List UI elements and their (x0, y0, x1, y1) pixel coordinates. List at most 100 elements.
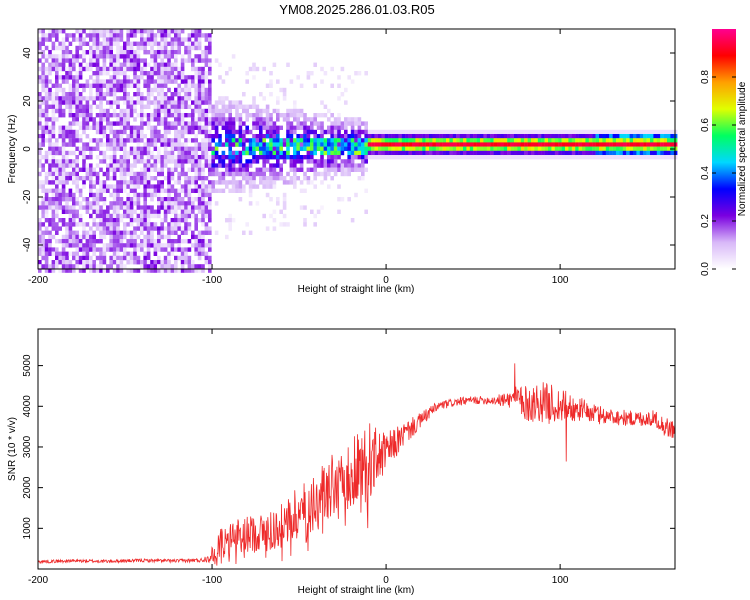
spectrogram-cell (72, 180, 76, 185)
spectrogram-cell (225, 108, 229, 114)
spectrogram-cell (48, 188, 52, 193)
spectrogram-cell (446, 134, 450, 139)
spectrogram-cell (286, 150, 290, 156)
spectrogram-cell (72, 33, 76, 38)
spectrogram-cell (191, 62, 195, 67)
spectrogram-cell (140, 222, 144, 227)
spectrogram-cell (58, 260, 62, 265)
spectrogram-cell (82, 159, 86, 164)
spectrogram-cell (38, 92, 42, 97)
spectrogram-cell (374, 146, 379, 151)
spectrogram-cell (61, 205, 66, 210)
spectrogram-cell (194, 251, 198, 256)
spectrogram-cell (276, 129, 280, 135)
spectrogram-cell (187, 222, 192, 227)
spectrogram-cell (123, 167, 127, 172)
spectrogram-cell (75, 75, 79, 80)
spectrogram-cell (602, 150, 606, 156)
spectrogram-cell (609, 138, 613, 143)
spectrogram-cell (150, 50, 154, 55)
spectrogram-cell (316, 209, 321, 214)
spectrogram-cell (340, 197, 345, 202)
spectrogram-cell (123, 71, 127, 76)
spectrogram-cell (201, 50, 205, 55)
spectrogram-cell (119, 268, 124, 273)
spectrogram-cell (316, 163, 321, 168)
spectrogram-cell (208, 213, 212, 219)
spectrogram-cell (197, 58, 202, 63)
spectrogram-cell (157, 134, 161, 139)
spectrogram-cell (412, 150, 416, 156)
spectrogram-cell (221, 159, 226, 164)
spectrogram-cell (123, 100, 127, 105)
spectrogram-cell (378, 146, 382, 151)
spectrogram-cell (102, 226, 107, 231)
spectrogram-cell (38, 184, 42, 189)
spectrogram-cell (146, 71, 151, 76)
spectrogram-cell (585, 138, 589, 143)
spectrogram-cell (116, 167, 120, 172)
spectrogram-cell (146, 83, 151, 88)
spectrogram-cell (112, 171, 117, 177)
spectrogram-cell (330, 134, 334, 139)
spectrogram-cell (140, 167, 144, 172)
spectrogram-cell (599, 142, 603, 147)
spectrogram-cell (146, 192, 151, 198)
spectrogram-cell (78, 62, 83, 67)
spectrogram-cell (201, 113, 205, 118)
spectrogram-cell (279, 176, 283, 181)
spectrogram-cell (109, 155, 113, 160)
spectrogram-cell (180, 201, 185, 206)
spectrogram-cell (102, 243, 107, 248)
spectrogram-cell (48, 33, 52, 38)
spectrogram-cell (112, 29, 117, 34)
spectrogram-cell (650, 150, 654, 156)
spectrogram-cell (65, 209, 69, 214)
spectrogram-cell (282, 201, 287, 206)
spectrogram-cell (55, 205, 59, 210)
spectrogram-cell (44, 75, 49, 80)
spectrogram-cell (282, 96, 287, 101)
spectrogram-cell (204, 117, 209, 122)
spectrogram-cell (340, 167, 345, 172)
spectrogram-cell (61, 163, 66, 168)
spectrogram-cell (432, 129, 436, 135)
spectrogram-cell (299, 155, 304, 160)
spectrogram-cell (129, 201, 134, 206)
spectrogram-cell (435, 155, 440, 160)
spectrogram-cell (38, 96, 42, 101)
spectrogram-cell (221, 150, 226, 156)
spectrogram-cell (361, 138, 365, 143)
spectrogram-cell (146, 167, 151, 172)
spectrogram-cell (177, 201, 181, 206)
spectrogram-cell (136, 96, 141, 101)
spectrogram-cell (255, 167, 260, 172)
colorbar-tick-label: 0.0 (700, 262, 711, 276)
spectrogram-cell (133, 155, 137, 160)
spectrogram-cell (282, 180, 287, 185)
spectrogram-cell (197, 255, 202, 261)
spectrogram-cell (89, 117, 93, 122)
spectrogram-cell (38, 218, 42, 223)
spectrogram-cell (296, 155, 300, 160)
spectrogram-cell (136, 83, 141, 88)
spectrogram-cell (51, 226, 56, 231)
spectrogram-cell (82, 129, 86, 135)
spectrogram-cell (602, 155, 606, 160)
spectrogram-cell (469, 138, 474, 143)
spectrogram-cell (252, 150, 256, 156)
spectrogram-cell (85, 167, 90, 172)
spectrogram-cell (180, 171, 185, 177)
spectrogram-cell (102, 171, 107, 177)
spectrogram-cell (313, 113, 317, 118)
spectrogram-cell (184, 230, 188, 235)
spectrogram-cell (174, 205, 178, 210)
spectrogram-cell (201, 92, 205, 97)
spectrogram-cell (184, 45, 188, 51)
spectrogram-cell (119, 159, 124, 164)
spectrogram-cell (44, 58, 49, 63)
spectrogram-cell (85, 234, 90, 240)
spectrogram-cell (75, 167, 79, 172)
spectrogram-cell (469, 134, 474, 139)
spectrogram-cell (313, 222, 317, 227)
